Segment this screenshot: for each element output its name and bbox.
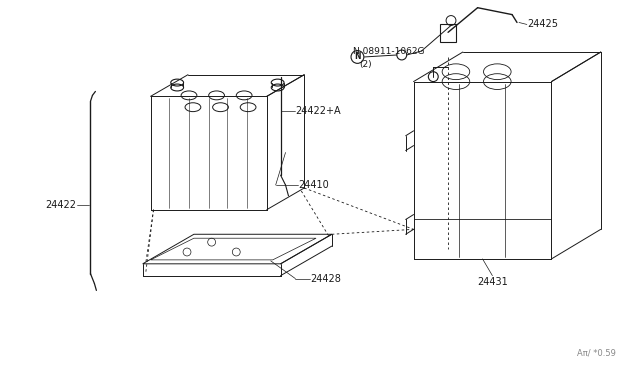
Text: 24428: 24428 — [310, 273, 341, 283]
Bar — [440, 25, 456, 42]
Text: 24431: 24431 — [477, 277, 508, 287]
Text: Aπ/ *0.59: Aπ/ *0.59 — [577, 349, 616, 357]
Text: N 08911-1062G: N 08911-1062G — [353, 47, 424, 56]
Text: (2): (2) — [360, 60, 372, 69]
Text: 24410: 24410 — [298, 180, 329, 190]
Text: 24425: 24425 — [527, 19, 558, 29]
Text: 24422: 24422 — [45, 200, 77, 210]
Text: N: N — [354, 52, 361, 61]
Text: 24422+A: 24422+A — [296, 106, 341, 116]
